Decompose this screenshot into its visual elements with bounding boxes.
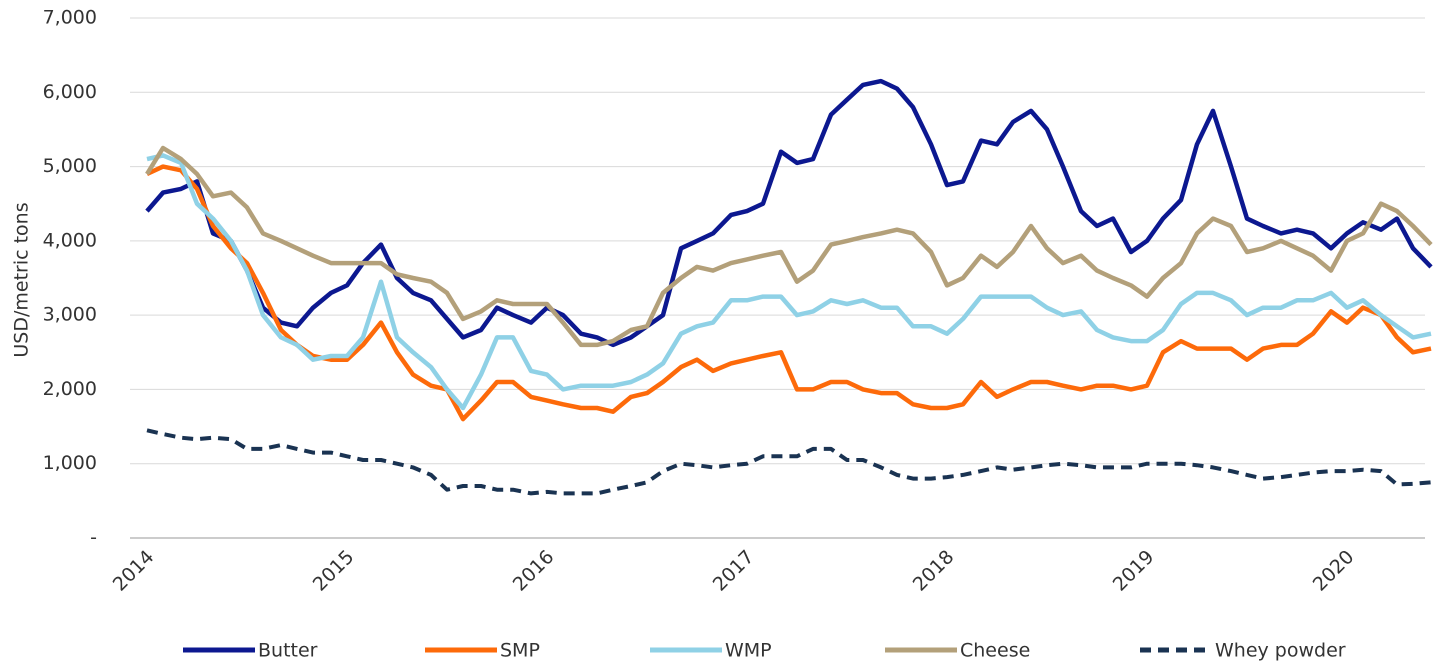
legend-label: SMP [500,640,540,662]
x-tick-label: 2014 [109,546,159,596]
series-line [146,428,1432,496]
y-tick-label: 6,000 [43,81,97,103]
x-tick-label: 2019 [1109,546,1159,596]
x-tick-label: 2020 [1309,546,1359,596]
x-tick-label: 2018 [909,546,959,596]
legend-label: WMP [725,640,772,662]
series-line [145,78,1433,348]
y-axis-label: USD/metric tons [11,202,33,357]
x-tick-label: 2016 [509,546,559,596]
y-tick-label: 3,000 [43,304,97,326]
y-tick-label: 4,000 [43,229,97,251]
legend-label: Cheese [960,640,1030,662]
series-line [146,153,1432,411]
legend-label: Butter [258,640,318,662]
y-tick-label: 2,000 [43,378,97,400]
y-tick-label: - [90,527,97,549]
y-tick-label: 5,000 [43,155,97,177]
y-tick-label: 1,000 [43,452,97,474]
y-tick-label: 7,000 [43,7,97,29]
x-tick-label: 2015 [309,546,359,596]
legend-label: Whey powder [1215,640,1346,662]
series-line [145,145,1433,348]
x-tick-label: 2017 [709,546,759,596]
series-line [146,164,1432,422]
